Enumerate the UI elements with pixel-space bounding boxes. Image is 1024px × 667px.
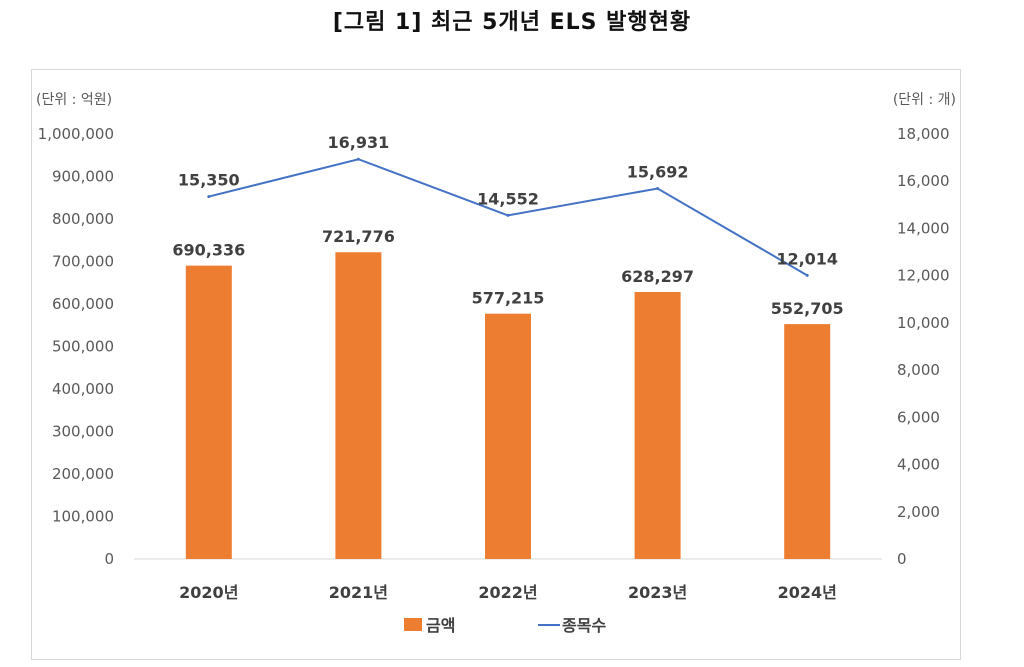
y-tick-left: 800,000 [52, 210, 114, 228]
x-tick-label: 2022년 [478, 583, 537, 602]
line-data-label: 14,552 [477, 189, 539, 208]
unit-label-left: (단위 : 억원) [36, 92, 112, 108]
line-data-label: 16,931 [328, 133, 390, 152]
bar [335, 252, 382, 560]
line-point [356, 157, 360, 161]
y-tick-right: 6,000 [897, 408, 940, 426]
x-tick-label: 2020년 [179, 583, 238, 602]
line-data-label: 12,014 [776, 249, 838, 268]
legend-label-line: 종목수 [562, 616, 606, 635]
x-tick-label: 2024년 [778, 583, 837, 602]
y-tick-left: 500,000 [52, 338, 114, 356]
legend-label-bar: 금액 [426, 616, 455, 635]
bar [634, 291, 681, 559]
chart-title: [그림 1] 최근 5개년 ELS 발행현황 [332, 10, 692, 35]
y-tick-right: 2,000 [897, 503, 940, 521]
y-tick-right: 14,000 [897, 219, 950, 237]
bar [485, 313, 531, 559]
y-tick-right: 12,000 [897, 267, 950, 285]
legend-swatch-bar [404, 618, 422, 631]
y-tick-right: 18,000 [897, 125, 950, 143]
bar-data-label: 577,215 [472, 289, 545, 308]
bar-data-label: 552,705 [771, 299, 844, 318]
y-tick-right: 16,000 [897, 172, 950, 190]
bar-data-label: 690,336 [172, 241, 245, 260]
y-tick-left: 200,000 [52, 465, 114, 483]
line-data-label: 15,350 [178, 171, 240, 190]
line-point [805, 273, 809, 277]
unit-label-right: (단위 : 개) [893, 92, 956, 108]
y-tick-left: 900,000 [52, 168, 114, 186]
bar [185, 265, 232, 559]
line-point [656, 186, 660, 190]
y-tick-left: 300,000 [52, 423, 114, 441]
bar [784, 324, 831, 559]
line-point [207, 195, 211, 199]
chart-frame [31, 69, 961, 660]
y-tick-left: 600,000 [52, 295, 114, 313]
y-tick-right: 8,000 [897, 361, 940, 379]
line-data-label: 15,692 [627, 162, 689, 181]
y-tick-right: 10,000 [897, 314, 950, 332]
y-tick-right: 4,000 [897, 456, 940, 474]
bar-data-label: 721,776 [322, 227, 395, 246]
x-tick-label: 2021년 [329, 583, 388, 602]
y-tick-left: 100,000 [52, 508, 114, 526]
x-tick-label: 2023년 [628, 583, 687, 602]
bar-data-label: 628,297 [621, 267, 694, 286]
y-tick-left: 400,000 [52, 380, 114, 398]
series-line [208, 158, 808, 277]
y-tick-left: 700,000 [52, 253, 114, 271]
y-tick-left: 1,000,000 [38, 125, 114, 143]
y-tick-left: 0 [104, 550, 114, 568]
line-point [506, 213, 510, 217]
y-tick-right: 0 [897, 550, 907, 568]
